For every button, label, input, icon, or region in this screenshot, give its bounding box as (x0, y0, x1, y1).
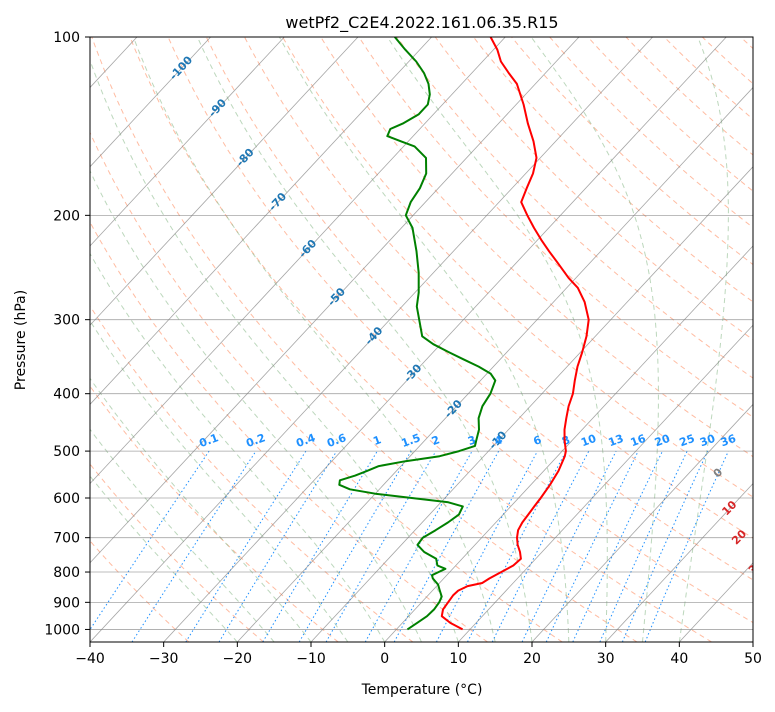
chart-title: wetPf2_C2E4.2022.161.06.35.R15 (285, 13, 558, 33)
y-tick-label: 600 (53, 491, 80, 507)
y-tick-label: 400 (53, 387, 80, 403)
y-tick-label: 900 (53, 595, 80, 611)
x-tick-label: 0 (380, 651, 389, 667)
x-tick-label: −40 (75, 651, 105, 667)
y-axis-title: Pressure (hPa) (13, 290, 29, 390)
y-tick-label: 200 (53, 208, 80, 224)
y-tick-label: 1000 (44, 622, 80, 638)
x-tick-label: 30 (597, 651, 615, 667)
y-tick-label: 800 (53, 565, 80, 581)
x-tick-label: 20 (523, 651, 541, 667)
x-tick-label: 50 (744, 651, 762, 667)
x-tick-label: 40 (670, 651, 688, 667)
y-tick-label: 500 (53, 444, 80, 460)
x-tick-label: −20 (223, 651, 253, 667)
y-tick-label: 300 (53, 313, 80, 329)
x-tick-label: −30 (149, 651, 179, 667)
y-tick-label: 700 (53, 531, 80, 547)
x-tick-label: 10 (449, 651, 467, 667)
y-tick-label: 100 (53, 30, 80, 46)
x-tick-label: −10 (296, 651, 326, 667)
x-axis-title: Temperature (°C) (361, 682, 483, 698)
